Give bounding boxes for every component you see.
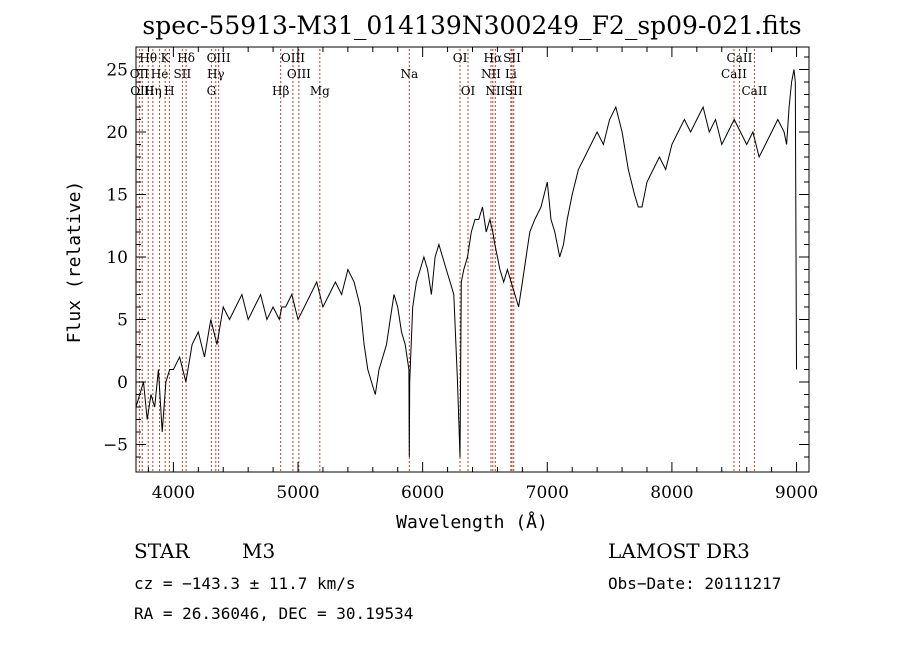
emission-line-label-3: OIII xyxy=(207,51,231,65)
emission-line-label-16: Li xyxy=(505,67,517,81)
emission-line-label-6: Hα xyxy=(484,51,503,65)
emission-line-label-14: Na xyxy=(400,67,418,81)
x-axis-label: Wavelength (Å) xyxy=(396,511,548,533)
emission-line-label-11: SII xyxy=(174,67,192,81)
emission-line-label-0: Hθ xyxy=(139,51,157,65)
emission-line-label-13: OIII xyxy=(287,67,311,81)
y-tick-label-15: 15 xyxy=(106,186,128,206)
ra-dec: RA = 26.36046, DEC = 30.19534 xyxy=(134,604,413,623)
emission-line-label-20: H xyxy=(164,84,174,98)
x-tick-label-4000: 4000 xyxy=(152,483,195,503)
emission-line-label-22: Hβ xyxy=(272,84,289,98)
emission-line-label-25: NII xyxy=(485,84,505,98)
plot-frame xyxy=(135,46,810,473)
redshift-cz: cz = −143.3 ± 11.7 km/s xyxy=(134,574,356,593)
x-tick-label-8000: 8000 xyxy=(650,483,693,503)
x-tick-label-5000: 5000 xyxy=(276,483,319,503)
y-tick-label-0: 0 xyxy=(117,373,128,393)
y-axis-label: Flux (relative) xyxy=(64,181,85,344)
emission-line-label-23: Mg xyxy=(310,84,330,98)
chart-title: spec-55913-M31_014139N300249_F2_sp09-021… xyxy=(142,11,801,40)
emission-line-label-9: OII xyxy=(130,67,150,81)
observation-date: Obs−Date: 20111217 xyxy=(608,574,781,593)
y-axis-ticks: −5 0 5 10 15 20 25 xyxy=(103,56,809,458)
y-tick-label-20: 20 xyxy=(106,123,128,143)
emission-line-label-7: SII xyxy=(503,51,521,65)
emission-line-label-17: CaII xyxy=(721,67,747,81)
emission-line-label-19: Hη xyxy=(144,84,162,98)
emission-line-label-26: SII xyxy=(505,84,523,98)
emission-line-label-24: OI xyxy=(461,84,476,98)
emission-line-label-1: K xyxy=(161,51,171,65)
emission-line-label-5: OI xyxy=(453,51,468,65)
emission-line-markers xyxy=(138,49,755,472)
y-tick-label-25: 25 xyxy=(106,61,128,81)
spectrum-line xyxy=(135,69,797,458)
x-axis-ticks: 4000 5000 6000 7000 8000 9000 xyxy=(147,47,818,503)
y-tick-label-5: 5 xyxy=(117,311,128,331)
emission-line-label-2: Hδ xyxy=(177,51,195,65)
emission-line-label-8: CaII xyxy=(727,51,753,65)
emission-line-label-21: G xyxy=(207,84,217,98)
emission-line-label-15: NII xyxy=(481,67,501,81)
emission-line-label-10: He xyxy=(151,67,169,81)
x-tick-label-6000: 6000 xyxy=(401,483,444,503)
emission-line-label-12: Hγ xyxy=(207,67,225,81)
y-tick-label-10: 10 xyxy=(106,248,128,268)
y-tick-label--5: −5 xyxy=(103,436,128,456)
survey-name: LAMOST DR3 xyxy=(608,539,750,563)
object-class: STAR xyxy=(134,539,190,563)
object-subclass: M3 xyxy=(242,539,275,563)
x-tick-label-7000: 7000 xyxy=(526,483,569,503)
emission-line-label-27: CaII xyxy=(741,84,767,98)
x-tick-label-9000: 9000 xyxy=(775,483,818,503)
emission-line-label-4: OIII xyxy=(281,51,305,65)
